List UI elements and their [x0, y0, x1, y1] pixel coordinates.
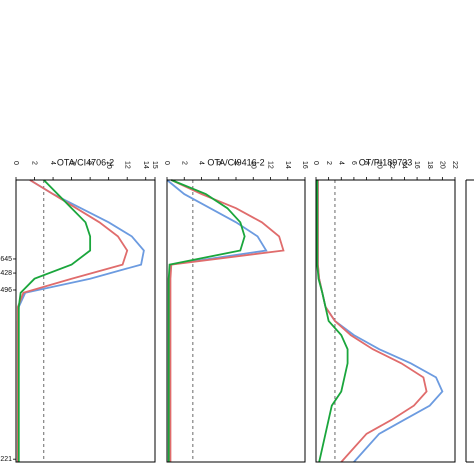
y-tick-label: 428: [0, 270, 12, 277]
panel-frame: [166, 179, 306, 463]
x-tick-label: 6: [215, 161, 222, 165]
series-line: [16, 179, 145, 462]
x-tick-label: 14: [284, 161, 291, 169]
x-tick-label: 12: [388, 161, 395, 169]
series-line: [166, 179, 268, 462]
x-tick-label: 16: [413, 161, 420, 169]
x-tick-label: 6: [68, 161, 75, 165]
series-line: [16, 179, 129, 462]
x-tick-label: 10: [249, 161, 256, 169]
y-tick-label: 645: [0, 256, 12, 263]
x-tick-label: 4: [49, 161, 56, 165]
series-line: [316, 180, 428, 463]
series-line: [316, 180, 349, 463]
x-tick-label: 4: [198, 161, 205, 165]
x-tick-label: 2: [31, 161, 38, 165]
x-tick-label: 8: [363, 161, 370, 165]
series-line: [167, 179, 246, 462]
x-tick-label: 0: [312, 161, 319, 165]
x-tick-label: 20: [439, 161, 446, 169]
x-tick-label: 4: [337, 161, 344, 165]
panel-title: OTA/CI4706-2: [57, 157, 114, 167]
x-tick-label: 8: [86, 161, 93, 165]
panel-frame: [15, 179, 156, 463]
x-tick-label: 6: [350, 161, 357, 165]
x-tick-label: 12: [123, 161, 130, 169]
x-tick-label: 14: [142, 161, 149, 169]
x-tick-label: 0: [12, 161, 19, 165]
x-tick-label: 0: [163, 161, 170, 165]
series-line: [169, 179, 285, 462]
y-tick-label: 221: [0, 456, 12, 463]
x-tick-label: 8: [232, 161, 239, 165]
x-tick-label: 10: [105, 161, 112, 169]
panel-frame: [315, 179, 456, 463]
y-tick-label: 496: [0, 287, 12, 294]
x-tick-label: 15: [151, 161, 158, 169]
series-line: [316, 180, 444, 463]
series-line: [17, 179, 92, 462]
x-tick-label: 22: [451, 161, 458, 169]
x-tick-label: 2: [180, 161, 187, 165]
panel-title: OTA/CI9416-2: [207, 157, 264, 167]
x-tick-label: 16: [301, 161, 308, 169]
x-tick-label: 14: [401, 161, 408, 169]
x-tick-label: 2: [325, 161, 332, 165]
x-tick-label: 10: [375, 161, 382, 169]
x-tick-label: 12: [267, 161, 274, 169]
panel-title: OT/PI189733: [359, 157, 413, 167]
x-tick-label: 18: [426, 161, 433, 169]
